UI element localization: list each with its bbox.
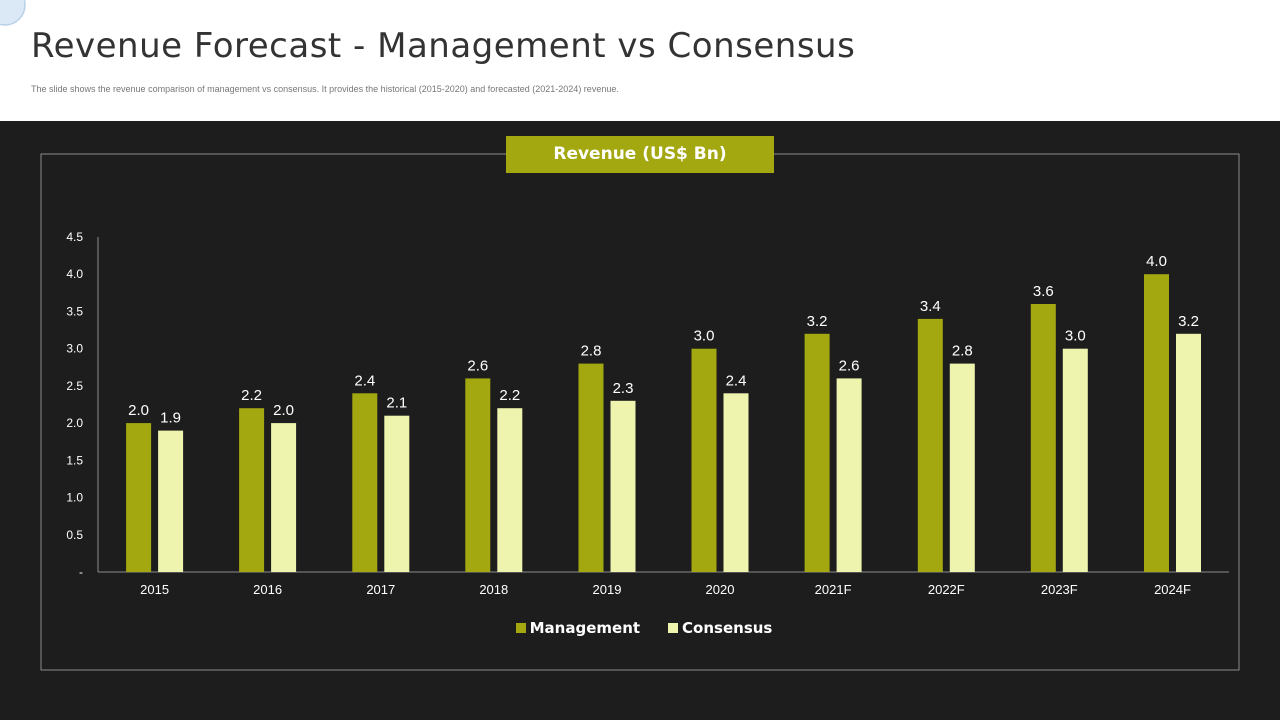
- revenue-chart: 2.0 1.9 2.2 2.0 2.4 2.1 2.6 2.2 2.8 2.3 3.0 2.4 3.2 2…: [40, 153, 1240, 671]
- bar-consensus-2017[interactable]: [384, 415, 410, 572]
- data-label-management-2015: 2.0: [128, 402, 149, 419]
- bar-consensus-2020[interactable]: [723, 393, 749, 572]
- y-tick-label: -: [79, 565, 83, 579]
- bar-management-2022f[interactable]: [917, 318, 943, 572]
- x-tick-label-2024f: 2024F: [1154, 582, 1191, 597]
- legend-label-management: Management: [529, 619, 641, 637]
- legend-item-consensus[interactable]: Consensus: [668, 619, 772, 637]
- data-label-consensus-2024f: 3.2: [1178, 313, 1199, 330]
- data-label-consensus-2022f: 2.8: [952, 343, 973, 360]
- chart-legend: Management Consensus: [0, 619, 1280, 637]
- x-tick-label-2015: 2015: [140, 582, 169, 597]
- bar-consensus-2023f[interactable]: [1062, 348, 1088, 572]
- y-tick-label: 4.5: [66, 230, 83, 244]
- data-label-management-2024f: 4.0: [1146, 253, 1167, 270]
- bar-management-2023f[interactable]: [1030, 304, 1056, 572]
- bar-management-2021f[interactable]: [804, 333, 830, 572]
- legend-label-consensus: Consensus: [682, 619, 773, 637]
- bar-consensus-2016[interactable]: [271, 423, 297, 572]
- data-label-management-2016: 2.2: [241, 387, 262, 404]
- bar-management-2017[interactable]: [352, 393, 378, 572]
- bar-consensus-2018[interactable]: [497, 408, 523, 572]
- page-subtitle: The slide shows the revenue comparison o…: [31, 84, 619, 94]
- legend-swatch-management: [515, 623, 526, 633]
- bar-management-2015[interactable]: [126, 423, 152, 572]
- x-tick-label-2022f: 2022F: [928, 582, 965, 597]
- data-label-consensus-2021f: 2.6: [839, 357, 860, 374]
- bar-management-2019[interactable]: [578, 363, 604, 572]
- y-tick-label: 1.5: [66, 453, 83, 467]
- data-label-consensus-2023f: 3.0: [1065, 328, 1086, 345]
- data-label-management-2023f: 3.6: [1033, 283, 1054, 300]
- bar-management-2016[interactable]: [239, 408, 265, 572]
- bar-management-2024f[interactable]: [1144, 274, 1169, 572]
- y-tick-label: 4.0: [66, 267, 83, 281]
- data-label-management-2022f: 3.4: [920, 298, 941, 315]
- x-tick-label-2023f: 2023F: [1041, 582, 1078, 597]
- bar-management-2020[interactable]: [691, 348, 717, 572]
- corner-decoration-icon: [0, 0, 26, 26]
- bar-consensus-2021f[interactable]: [836, 378, 862, 572]
- y-tick-label: 2.5: [66, 379, 83, 393]
- bar-consensus-2015[interactable]: [158, 430, 184, 572]
- data-label-consensus-2017: 2.1: [386, 395, 407, 412]
- data-label-management-2019: 2.8: [581, 343, 602, 360]
- data-label-consensus-2020: 2.4: [726, 372, 747, 389]
- x-tick-label-2021f: 2021F: [815, 582, 852, 597]
- bar-consensus-2019[interactable]: [610, 400, 636, 572]
- x-tick-label-2019: 2019: [593, 582, 622, 597]
- x-tick-label-2018: 2018: [479, 582, 508, 597]
- x-tick-label-2017: 2017: [366, 582, 395, 597]
- x-tick-label-2020: 2020: [706, 582, 735, 597]
- bar-consensus-2024f[interactable]: [1176, 333, 1201, 572]
- bar-consensus-2022f[interactable]: [949, 363, 975, 572]
- legend-item-management[interactable]: Management: [515, 619, 641, 637]
- data-label-management-2017: 2.4: [354, 372, 375, 389]
- data-label-consensus-2019: 2.3: [613, 380, 634, 397]
- page-title: Revenue Forecast - Management vs Consens…: [31, 26, 856, 66]
- data-label-management-2018: 2.6: [467, 357, 488, 374]
- data-label-consensus-2018: 2.2: [499, 387, 520, 404]
- slide-header: Revenue Forecast - Management vs Consens…: [0, 0, 1280, 121]
- data-label-consensus-2016: 2.0: [273, 402, 294, 419]
- bar-management-2018[interactable]: [465, 378, 491, 572]
- y-tick-label: 3.5: [66, 304, 83, 318]
- y-tick-label: 3.0: [66, 342, 83, 356]
- data-label-management-2021f: 3.2: [807, 313, 828, 330]
- y-tick-label: 0.5: [66, 528, 83, 542]
- x-tick-label-2016: 2016: [253, 582, 282, 597]
- data-label-management-2020: 3.0: [694, 328, 715, 345]
- y-tick-label: 2.0: [66, 416, 83, 430]
- y-tick-label: 1.0: [66, 491, 83, 505]
- data-label-consensus-2015: 1.9: [160, 410, 181, 427]
- chart-title: Revenue (US$ Bn): [506, 136, 774, 173]
- legend-swatch-consensus: [668, 623, 679, 633]
